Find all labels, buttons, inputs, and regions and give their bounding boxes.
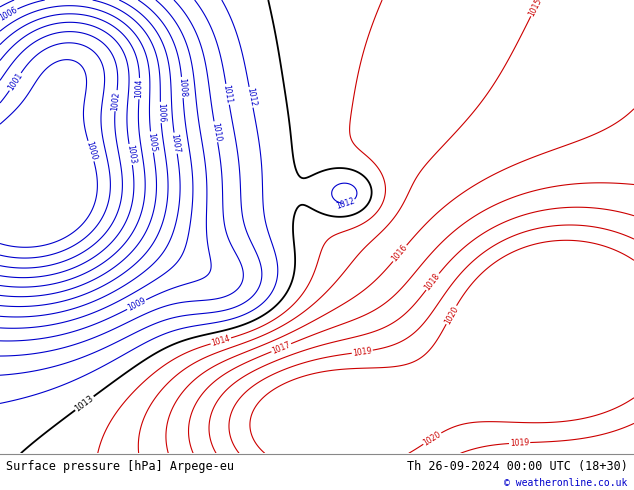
Text: Th 26-09-2024 00:00 UTC (18+30): Th 26-09-2024 00:00 UTC (18+30) [407,460,628,473]
Text: 1010: 1010 [210,122,222,142]
Text: 1014: 1014 [210,334,231,348]
Text: 1013: 1013 [74,393,96,413]
Text: © weatheronline.co.uk: © weatheronline.co.uk [504,478,628,489]
Text: 1009: 1009 [126,296,147,313]
Text: 1012: 1012 [335,196,356,211]
Text: 1019: 1019 [510,438,529,448]
Text: 1011: 1011 [221,84,233,104]
Text: 1020: 1020 [443,304,460,325]
Text: 1003: 1003 [125,144,137,165]
Text: 1019: 1019 [352,346,372,358]
Text: 1000: 1000 [84,141,98,162]
Text: Surface pressure [hPa] Arpege-eu: Surface pressure [hPa] Arpege-eu [6,460,235,473]
Text: 1004: 1004 [134,79,144,98]
Text: 1005: 1005 [146,132,158,152]
Text: 1016: 1016 [390,243,410,264]
Text: 1008: 1008 [177,77,188,98]
Text: 1018: 1018 [423,271,442,292]
Text: 1006: 1006 [156,102,165,122]
Text: 1007: 1007 [170,133,181,153]
Text: 1015: 1015 [527,0,544,18]
Text: 1017: 1017 [271,340,292,355]
Text: 1001: 1001 [6,71,24,92]
Text: 1020: 1020 [422,430,443,447]
Text: 1002: 1002 [110,91,122,111]
Text: 1012: 1012 [245,87,257,107]
Text: 1006: 1006 [0,5,18,23]
